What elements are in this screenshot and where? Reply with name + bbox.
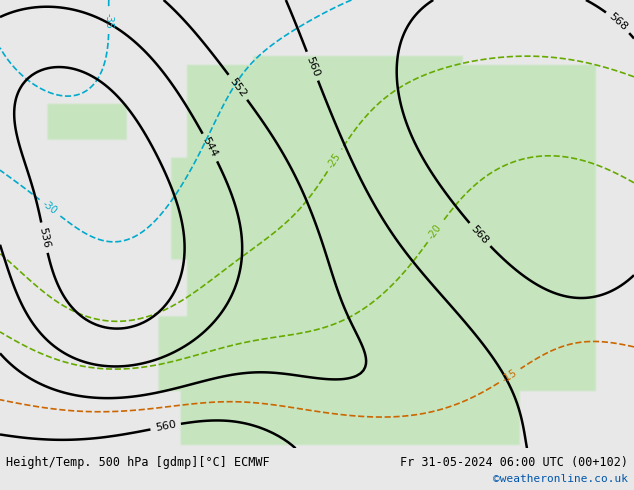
Text: 568: 568 [469,223,491,246]
Text: Height/Temp. 500 hPa [gdmp][°C] ECMWF: Height/Temp. 500 hPa [gdmp][°C] ECMWF [6,456,270,469]
Text: ©weatheronline.co.uk: ©weatheronline.co.uk [493,474,628,484]
Text: 544: 544 [201,136,219,159]
Text: -20: -20 [427,222,444,241]
Text: -25: -25 [326,151,343,170]
Text: -15: -15 [500,367,519,384]
Text: 536: 536 [37,226,51,249]
Text: 560: 560 [304,54,321,78]
Text: -35: -35 [104,13,114,29]
Text: -30: -30 [41,199,59,217]
Text: 560: 560 [155,419,177,433]
Text: 568: 568 [607,11,630,33]
Text: 552: 552 [228,76,249,98]
Text: Fr 31-05-2024 06:00 UTC (00+102): Fr 31-05-2024 06:00 UTC (00+102) [399,456,628,469]
